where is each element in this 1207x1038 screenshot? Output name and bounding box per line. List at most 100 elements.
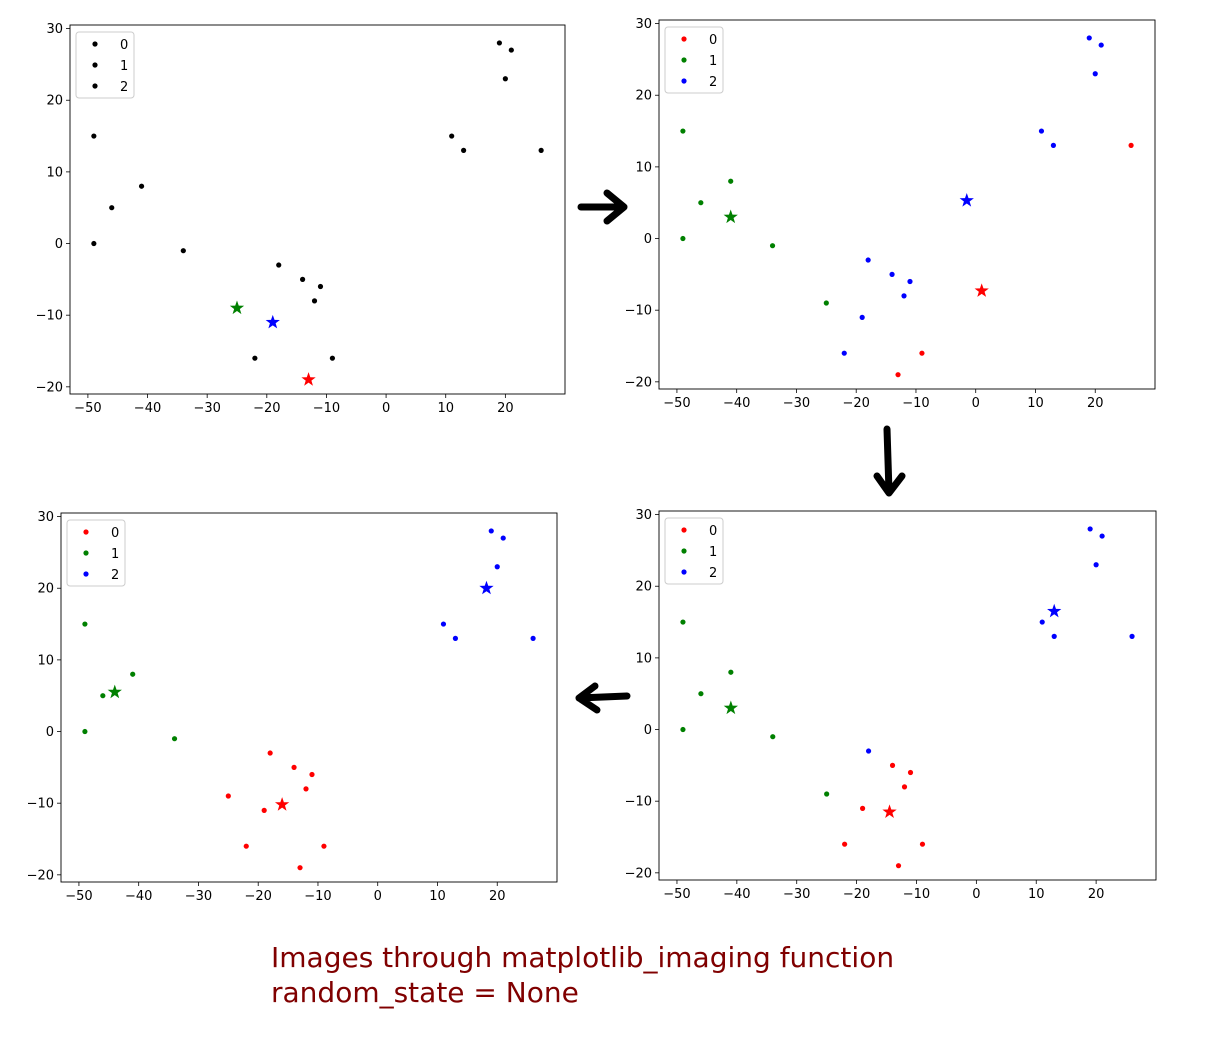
x-tick-label: 20 — [1087, 396, 1104, 411]
x-tick-label: −50 — [74, 401, 101, 416]
chart-panel-bottom-right: −50 −40 −30 −20 −10 0 10 20 −20 −10 0 10 20 30 0 1 2 — [625, 508, 1157, 902]
data-point — [698, 200, 704, 206]
data-point — [901, 784, 908, 790]
data-point — [109, 205, 115, 211]
centroid-star — [882, 804, 897, 818]
data-point — [130, 671, 136, 677]
data-point — [452, 635, 459, 641]
x-tick-label: 10 — [1028, 887, 1045, 902]
legend-marker — [83, 529, 89, 535]
caption-line-1: Images through matplotlib_imaging functi… — [271, 941, 895, 974]
centroid-star — [274, 797, 290, 811]
x-tick-label: −30 — [185, 889, 212, 904]
flow-arrows — [575, 189, 906, 714]
data-point — [823, 300, 829, 306]
data-point — [680, 235, 686, 242]
data-point — [842, 841, 848, 847]
legend-label: 1 — [709, 54, 717, 69]
chart-panel-bottom-left: −50 −40 −30 −20 −10 0 10 20 −20 −10 0 10 20 30 0 1 2 — [27, 510, 558, 904]
legend-label: 2 — [709, 75, 717, 90]
axes-frame — [60, 512, 558, 883]
data-point — [461, 147, 467, 153]
y-tick-label: 10 — [46, 165, 63, 180]
figure-caption: Images through matplotlib_imaging functi… — [271, 940, 894, 1010]
data-point — [243, 843, 249, 849]
data-point — [824, 791, 830, 797]
x-tick-label: −50 — [663, 396, 690, 411]
data-point — [100, 693, 106, 699]
centroid-star — [107, 684, 122, 699]
x-tick-label: −10 — [304, 889, 331, 904]
data-point — [91, 133, 97, 139]
data-point — [329, 355, 336, 361]
legend-marker — [681, 57, 687, 63]
y-tick-label: 30 — [37, 510, 54, 525]
data-point — [901, 293, 907, 299]
x-tick-label: −40 — [134, 401, 161, 416]
x-tick-label: −20 — [843, 887, 870, 902]
axes-frame — [658, 19, 1156, 390]
x-tick-label: 20 — [1088, 887, 1105, 902]
legend-marker — [92, 62, 98, 68]
x-tick-label: −30 — [783, 396, 810, 411]
axes-frame — [658, 510, 1157, 881]
legend-box — [66, 519, 126, 587]
data-point — [1093, 562, 1099, 568]
data-point — [907, 278, 913, 285]
y-tick-label: 20 — [37, 582, 54, 597]
arrow-down-icon — [873, 425, 906, 497]
data-point — [82, 728, 88, 735]
y-tick-label: −10 — [36, 309, 63, 324]
x-tick-label: −40 — [723, 396, 750, 411]
legend-label: 0 — [709, 524, 717, 539]
data-point — [841, 350, 847, 356]
data-point — [311, 298, 318, 304]
legend: 0 1 2 — [66, 519, 126, 587]
x-tick-label: −50 — [65, 889, 92, 904]
centroid-star — [723, 700, 738, 715]
y-tick-label: 30 — [46, 22, 63, 37]
y-tick-label: 0 — [55, 237, 63, 252]
arrow-left-icon — [575, 682, 631, 714]
data-point — [919, 841, 926, 847]
x-tick-label: 20 — [497, 401, 514, 416]
x-tick-label: 0 — [972, 887, 980, 902]
legend: 0 1 2 — [75, 31, 135, 99]
data-point — [91, 240, 97, 247]
y-tick-label: 0 — [644, 232, 652, 247]
x-tick-label: −30 — [193, 401, 220, 416]
arrow-right-icon — [577, 189, 628, 225]
data-point — [1039, 619, 1045, 625]
x-tick-label: 20 — [489, 889, 506, 904]
data-point — [889, 762, 896, 768]
legend-marker — [681, 548, 687, 554]
data-point — [440, 621, 447, 627]
legend-label: 0 — [111, 526, 119, 541]
data-point — [494, 564, 500, 570]
centroid-star — [723, 209, 738, 224]
x-tick-label: −10 — [902, 396, 929, 411]
data-point — [865, 748, 872, 754]
data-point — [895, 863, 902, 869]
legend-label: 1 — [709, 545, 717, 560]
data-point — [321, 843, 327, 849]
legend-box — [75, 31, 135, 99]
legend-label: 2 — [709, 566, 717, 581]
data-point — [225, 793, 231, 799]
centroid-star — [479, 580, 494, 595]
data-point — [267, 750, 273, 756]
x-tick-label: −10 — [313, 401, 340, 416]
x-tick-label: −40 — [125, 889, 152, 904]
data-point — [309, 771, 315, 778]
legend-marker — [681, 36, 687, 42]
data-point — [291, 764, 297, 770]
data-point — [769, 243, 776, 249]
legend-marker — [83, 550, 89, 556]
data-point — [1051, 633, 1057, 639]
data-point — [303, 786, 309, 792]
data-point — [1086, 35, 1092, 41]
x-tick-label: −10 — [903, 887, 930, 902]
legend: 0 1 2 — [664, 517, 724, 585]
legend-marker — [681, 569, 687, 575]
legend-marker — [83, 571, 89, 577]
